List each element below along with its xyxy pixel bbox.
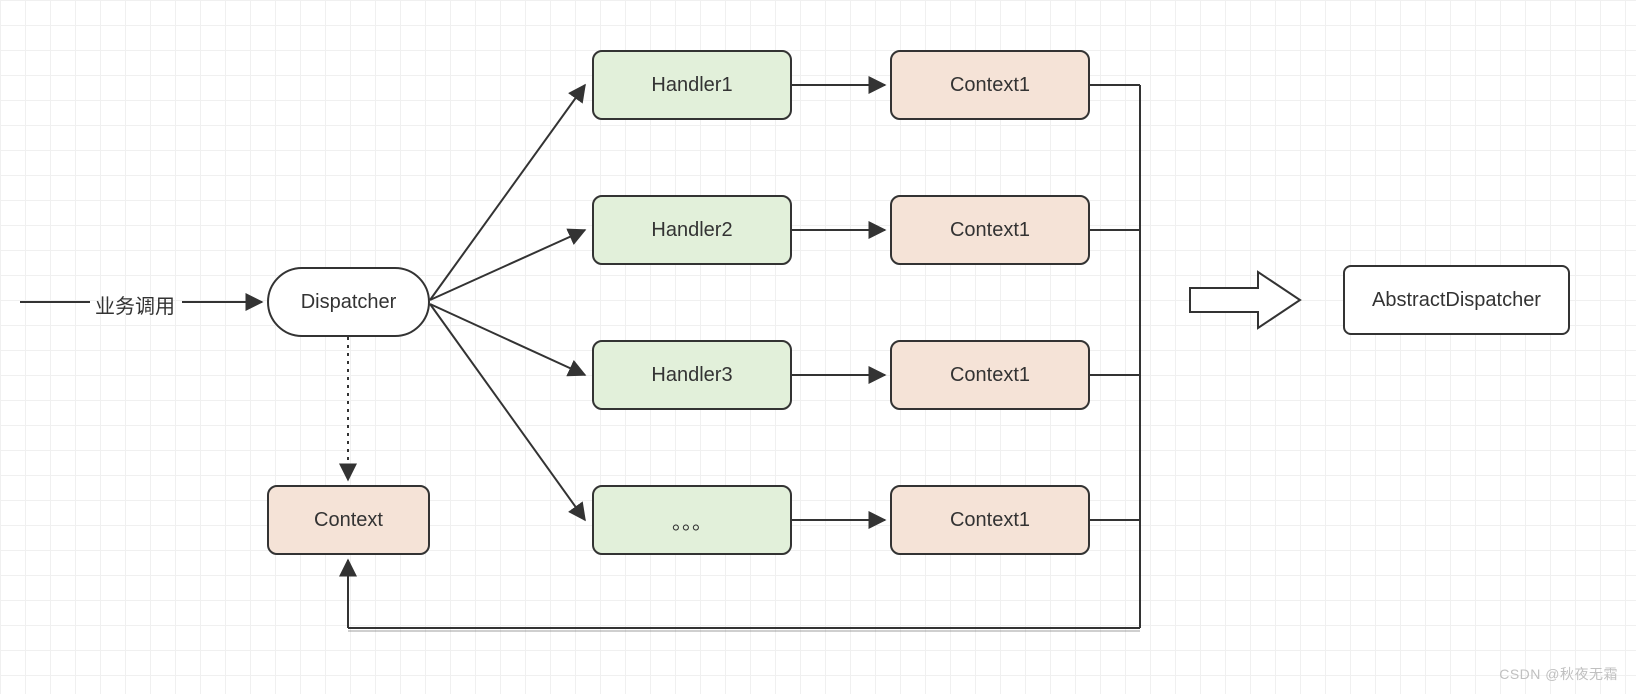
edges-layer: [0, 0, 1636, 694]
handler4-node: 。。。: [592, 485, 792, 555]
ctx3-node: Context1: [890, 340, 1090, 410]
abstract-label: AbstractDispatcher: [1372, 289, 1541, 312]
context-label: Context: [314, 509, 383, 532]
call-label: 业务调用: [95, 290, 175, 319]
edge-disp-h4: [430, 304, 585, 520]
handler4-label: 。。。: [672, 506, 712, 535]
ctx2-node: Context1: [890, 195, 1090, 265]
handler3-node: Handler3: [592, 340, 792, 410]
handler3-label: Handler3: [651, 364, 732, 387]
watermark-text: CSDN @秋夜无霜: [1499, 666, 1618, 682]
ctx2-label: Context1: [950, 219, 1030, 242]
handler1-label: Handler1: [651, 74, 732, 97]
edge-disp-h2: [430, 230, 585, 300]
edge-disp-h1: [430, 85, 585, 300]
block-arrow: [1190, 272, 1300, 328]
dispatcher-node: Dispatcher: [267, 267, 430, 337]
ctx4-node: Context1: [890, 485, 1090, 555]
ctx1-node: Context1: [890, 50, 1090, 120]
edge-disp-h3: [430, 304, 585, 375]
ctx4-label: Context1: [950, 509, 1030, 532]
call-label-text: 业务调用: [95, 296, 175, 318]
watermark: CSDN @秋夜无霜: [1499, 664, 1618, 684]
ctx1-label: Context1: [950, 74, 1030, 97]
context-node: Context: [267, 485, 430, 555]
dispatcher-label: Dispatcher: [301, 291, 397, 314]
abstract-dispatcher-node: AbstractDispatcher: [1343, 265, 1570, 335]
handler2-node: Handler2: [592, 195, 792, 265]
ctx3-label: Context1: [950, 364, 1030, 387]
handler2-label: Handler2: [651, 219, 732, 242]
handler1-node: Handler1: [592, 50, 792, 120]
